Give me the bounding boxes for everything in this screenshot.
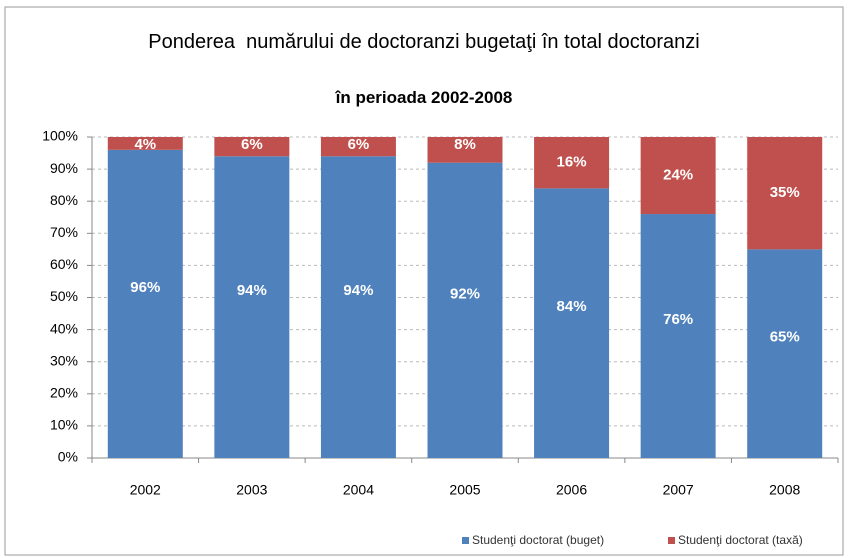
data-label: 92% [450, 285, 480, 302]
legend-label: Studenţi doctorat (buget) [472, 533, 604, 547]
bar-segment [214, 137, 290, 157]
bar-segment [640, 214, 716, 458]
data-label: 4% [134, 136, 156, 153]
bar-segment [534, 137, 610, 189]
chart-title: Ponderea numărului de doctoranzi bugetaţ… [148, 31, 700, 53]
data-label: 35% [770, 184, 800, 201]
bar-segment [427, 137, 503, 163]
legend-swatch [668, 537, 675, 544]
y-tick-label: 60% [50, 256, 78, 272]
data-label: 76% [663, 311, 693, 328]
legend-swatch [462, 537, 469, 544]
x-tick-label: 2007 [663, 482, 694, 498]
bar-segment [747, 137, 823, 250]
bar-segment [320, 156, 396, 458]
chart-subtitle: în perioada 2002-2008 [335, 88, 513, 107]
x-tick-label: 2003 [236, 482, 267, 498]
y-tick-label: 10% [50, 417, 78, 433]
data-label: 6% [348, 136, 370, 153]
y-tick-label: 50% [50, 288, 78, 304]
y-tick-label: 30% [50, 352, 78, 368]
y-tick-label: 80% [50, 192, 78, 208]
data-label: 6% [241, 136, 263, 153]
x-tick-label: 2002 [130, 482, 161, 498]
bar-segment [214, 156, 290, 458]
bar-segment [640, 137, 716, 215]
data-label: 8% [454, 136, 476, 153]
x-tick-label: 2006 [556, 482, 587, 498]
x-tick-label: 2008 [769, 482, 800, 498]
y-tick-label: 90% [50, 160, 78, 176]
data-label: 96% [130, 279, 160, 296]
y-tick-label: 70% [50, 224, 78, 240]
data-label: 94% [343, 282, 373, 299]
y-tick-label: 0% [58, 449, 78, 465]
y-tick-label: 40% [50, 320, 78, 336]
data-label: 65% [770, 329, 800, 346]
legend-label: Studenţi doctorat (taxă) [678, 533, 803, 547]
bar-segment [747, 249, 823, 458]
data-label: 84% [557, 298, 587, 315]
data-label: 24% [663, 166, 693, 183]
y-tick-label: 20% [50, 385, 78, 401]
bar-segment [534, 188, 610, 459]
data-label: 94% [237, 282, 267, 299]
bar-segment [320, 137, 396, 157]
x-tick-label: 2004 [343, 482, 374, 498]
bar-segment [107, 149, 183, 458]
x-tick-label: 2005 [449, 482, 480, 498]
bar-segment [427, 162, 503, 458]
bar-segment [107, 137, 183, 150]
data-label: 16% [557, 154, 587, 171]
y-tick-label: 100% [42, 128, 78, 144]
